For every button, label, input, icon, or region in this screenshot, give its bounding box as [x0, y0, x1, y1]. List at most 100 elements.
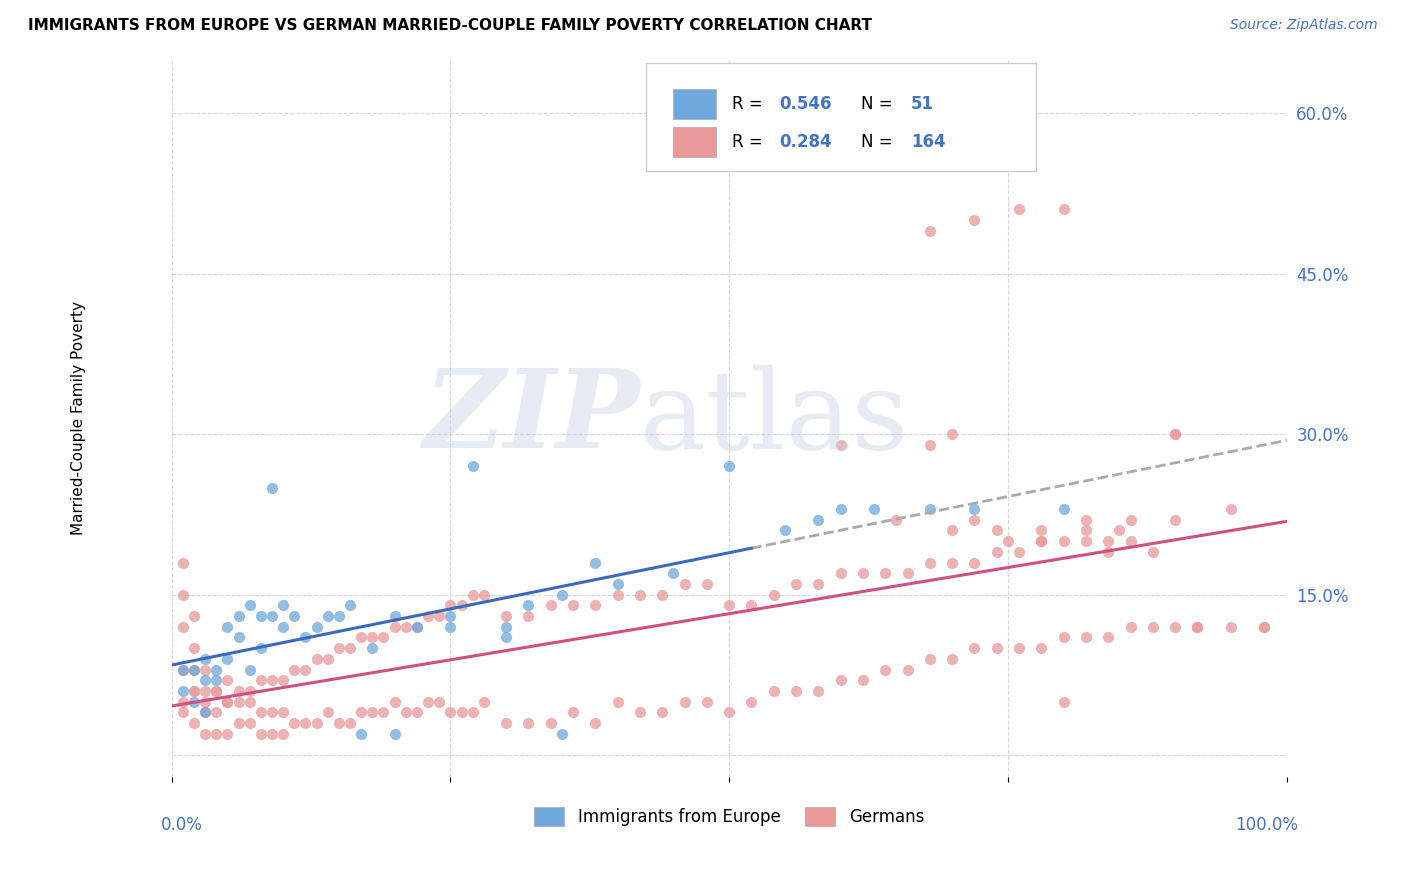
Point [373, 706, 395, 720]
Point [339, 716, 361, 731]
Point [583, 556, 606, 570]
Point [941, 427, 963, 442]
Point [439, 620, 461, 634]
Point [183, 684, 205, 698]
Point [228, 631, 250, 645]
Text: IMMIGRANTS FROM EUROPE VS GERMAN MARRIED-COUPLE FAMILY POVERTY CORRELATION CHART: IMMIGRANTS FROM EUROPE VS GERMAN MARRIED… [28, 18, 872, 33]
Point [384, 695, 406, 709]
Point [963, 556, 986, 570]
Point [228, 695, 250, 709]
Text: R =: R = [733, 95, 769, 113]
Point [941, 556, 963, 570]
Point [271, 599, 294, 613]
Point [350, 631, 373, 645]
Point [1164, 427, 1187, 442]
Point [305, 652, 328, 666]
Point [896, 663, 918, 677]
Point [239, 684, 262, 698]
Point [305, 716, 328, 731]
Point [583, 716, 606, 731]
Point [461, 706, 484, 720]
Y-axis label: Married-Couple Family Poverty: Married-Couple Family Poverty [72, 301, 86, 535]
Point [194, 663, 217, 677]
Point [583, 599, 606, 613]
Point [1031, 524, 1053, 538]
Point [194, 706, 217, 720]
Point [1052, 695, 1074, 709]
Point [740, 599, 762, 613]
Point [1142, 545, 1164, 559]
Text: 100.0%: 100.0% [1234, 816, 1298, 834]
Point [194, 695, 217, 709]
Point [172, 588, 194, 602]
Point [1097, 631, 1119, 645]
Point [696, 577, 718, 591]
Point [283, 609, 305, 624]
Point [239, 716, 262, 731]
Point [1119, 620, 1142, 634]
Point [1074, 534, 1097, 549]
Point [316, 652, 339, 666]
Point [283, 716, 305, 731]
Point [172, 620, 194, 634]
Point [562, 706, 585, 720]
Point [472, 695, 495, 709]
Point [830, 502, 852, 516]
Point [205, 663, 228, 677]
FancyBboxPatch shape [645, 63, 1036, 170]
Point [250, 727, 273, 741]
Point [562, 599, 585, 613]
Point [439, 599, 461, 613]
Point [807, 684, 830, 698]
Point [963, 502, 986, 516]
Text: atlas: atlas [640, 365, 910, 472]
Point [1074, 631, 1097, 645]
Point [918, 652, 941, 666]
Point [205, 706, 228, 720]
Point [172, 695, 194, 709]
Point [1253, 620, 1275, 634]
Point [427, 609, 450, 624]
Point [1052, 502, 1074, 516]
Point [1253, 620, 1275, 634]
Point [1097, 545, 1119, 559]
Text: R =: R = [733, 133, 769, 151]
Point [450, 599, 472, 613]
Point [896, 566, 918, 581]
Point [963, 213, 986, 227]
Point [1052, 534, 1074, 549]
Point [1164, 513, 1187, 527]
Text: 51: 51 [911, 95, 934, 113]
Point [339, 641, 361, 656]
Point [271, 673, 294, 688]
Point [986, 641, 1008, 656]
Point [239, 663, 262, 677]
Point [941, 524, 963, 538]
Point [606, 695, 628, 709]
Point [1031, 534, 1053, 549]
Point [517, 609, 540, 624]
Point [250, 609, 273, 624]
Point [260, 706, 283, 720]
Point [785, 684, 807, 698]
Point [361, 706, 384, 720]
Point [239, 599, 262, 613]
Point [963, 513, 986, 527]
Point [540, 599, 562, 613]
Point [852, 566, 875, 581]
Point [986, 524, 1008, 538]
Point [217, 695, 239, 709]
Point [183, 684, 205, 698]
Point [875, 663, 897, 677]
Point [852, 673, 875, 688]
Point [384, 609, 406, 624]
Point [271, 727, 294, 741]
Point [918, 556, 941, 570]
Text: ZIP: ZIP [423, 364, 640, 472]
Point [339, 599, 361, 613]
Point [495, 631, 517, 645]
Point [450, 706, 472, 720]
Point [1164, 620, 1187, 634]
Text: Source: ZipAtlas.com: Source: ZipAtlas.com [1230, 18, 1378, 32]
Point [997, 534, 1019, 549]
